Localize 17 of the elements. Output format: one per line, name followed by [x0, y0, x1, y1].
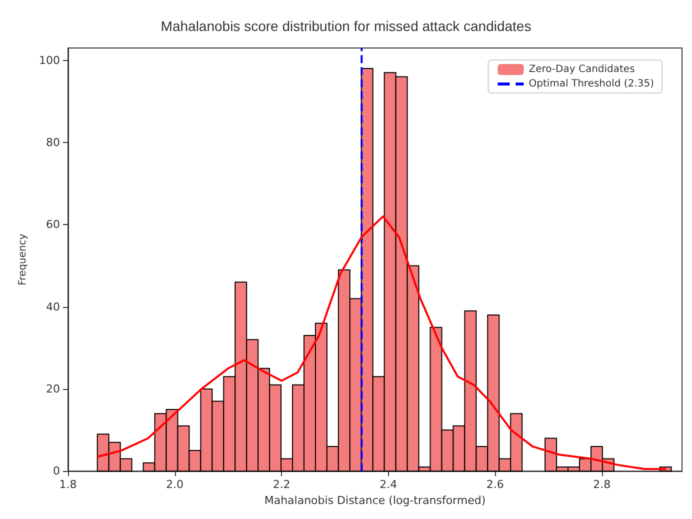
chart-title: Mahalanobis score distribution for missed attack candidates: [160, 18, 532, 34]
x-axis-title: Mahalanobis Distance (log-transformed): [264, 494, 486, 507]
x-tick-label: 2.4: [380, 478, 398, 492]
y-tick-label: 80: [46, 136, 60, 149]
y-tick-label: 40: [46, 300, 60, 314]
y-tick-label: 60: [46, 218, 60, 232]
legend-label: Optimal Threshold (2.35): [528, 78, 654, 90]
x-tick-label: 2.6: [486, 478, 504, 492]
x-tick-label: 2.2: [272, 478, 290, 492]
y-tick-label: 0: [53, 464, 60, 478]
x-tick-label: 1.8: [59, 478, 77, 492]
y-tick-label: 100: [39, 54, 60, 67]
legend-label: Zero-Day Candidates: [528, 64, 635, 75]
x-tick-label: 2.0: [166, 478, 184, 492]
y-axis-title: Frequency: [18, 234, 29, 286]
y-tick-label: 20: [46, 382, 60, 396]
x-tick-label: 2.8: [593, 478, 611, 492]
